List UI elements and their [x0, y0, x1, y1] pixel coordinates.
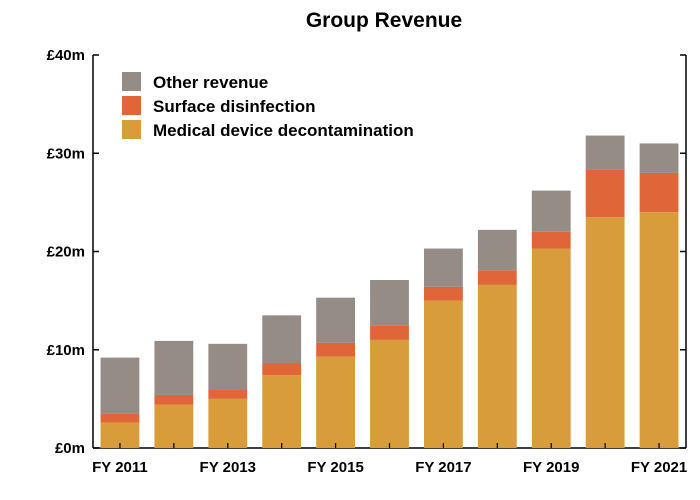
bar-segment — [424, 300, 463, 448]
bar-segment — [477, 229, 517, 271]
bar-segment — [208, 343, 248, 391]
bar-segment — [316, 342, 355, 357]
bar-segment — [424, 248, 463, 287]
bar-segment — [477, 270, 517, 285]
bar-segment — [370, 279, 409, 326]
legend-swatch — [122, 120, 141, 139]
bar-segment — [585, 135, 625, 170]
x-tick-label: FY 2021 — [631, 459, 687, 476]
bar-segment — [585, 217, 625, 448]
x-tick-label: FY 2015 — [307, 459, 363, 476]
bar-segment — [477, 284, 517, 448]
bar-segment — [262, 363, 302, 376]
x-tick-label: FY 2011 — [92, 459, 148, 476]
legend-swatch — [122, 96, 141, 115]
bar-segment — [531, 190, 571, 232]
bar-segment — [208, 398, 248, 448]
bar-segment — [370, 325, 409, 340]
bar-segment — [154, 340, 194, 395]
bar-segment — [639, 212, 679, 448]
legend: Other revenue Surface disinfection Medical… — [122, 72, 414, 140]
bar-segment — [316, 297, 355, 343]
bar-segment — [639, 143, 679, 173]
bar-segment — [424, 286, 463, 301]
chart-title: Group Revenue — [306, 9, 462, 32]
bar-segment — [370, 339, 409, 448]
legend-label: Other revenue — [153, 73, 268, 92]
legend-label: Surface disinfection — [153, 97, 315, 116]
bar-segment — [100, 357, 140, 414]
y-tick-label: £20m — [47, 244, 85, 261]
x-tick-label: FY 2017 — [415, 459, 471, 476]
bar-segment — [154, 394, 194, 405]
bar-segment — [208, 390, 248, 399]
y-tick-label: £30m — [47, 145, 85, 162]
bar-segment — [585, 169, 625, 218]
bar-segment — [154, 404, 194, 448]
legend-swatch — [122, 72, 141, 91]
bar-segment — [639, 172, 679, 213]
y-tick-label: £10m — [47, 342, 85, 359]
bar-segment — [100, 413, 140, 423]
legend-label: Medical device decontamination — [153, 121, 414, 140]
x-tick-label: FY 2019 — [523, 459, 579, 476]
bar-segment — [316, 356, 355, 448]
y-tick-label: £40m — [47, 47, 85, 64]
y-tick-label: £0m — [55, 440, 85, 457]
bar-segment — [262, 375, 302, 448]
bar-segment — [531, 248, 571, 448]
bar-segment — [531, 231, 571, 249]
bar-segment — [262, 315, 302, 364]
x-tick-label: FY 2013 — [200, 459, 256, 476]
